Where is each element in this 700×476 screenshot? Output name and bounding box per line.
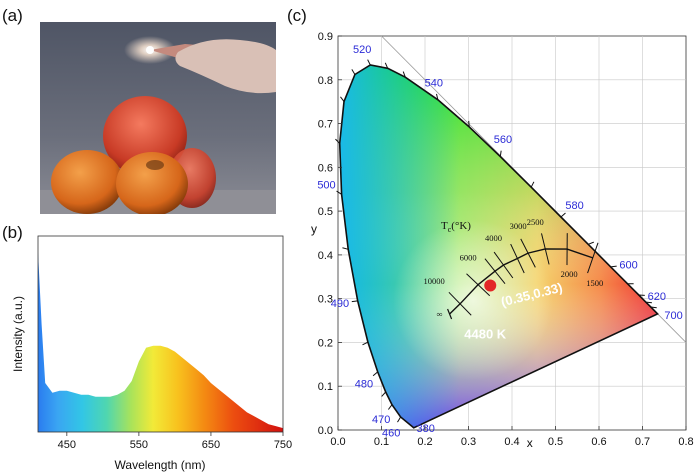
panel-b-label: (b) [2,223,23,242]
cie-point [484,279,497,292]
wavelength-label: 560 [494,134,512,146]
cie-point-cct-label: 4480 K [464,327,507,342]
spectrum-x-tick-label: 450 [58,439,76,451]
cie-y-axis-label: y [311,222,317,236]
wavelength-label: 480 [355,378,373,390]
photo-fruit-illumination [40,22,276,214]
wavelength-label: 520 [353,44,371,56]
tc-symbol: T [441,220,448,232]
cie-y-tick-label: 0.1 [318,381,333,393]
spectrum-x-axis-label: Wavelength (nm) [115,458,206,472]
cie-x-tick-label: 0.3 [461,436,476,448]
cie-x-tick-label: 0.0 [330,436,345,448]
cie-y-tick-label: 0.8 [318,75,333,87]
spectrum-x-tick-label: 650 [202,439,220,451]
cct-label: 1500 [586,278,603,288]
cie-y-tick-label: 0.3 [318,294,333,306]
cie-x-tick-label: 0.6 [591,436,606,448]
wavelength-label: 380 [417,423,435,435]
panel-a-label: (a) [2,6,23,25]
orange-center [116,152,188,214]
cie-gamut [338,64,659,429]
cie-x-tick-label: 0.7 [635,436,650,448]
cie-y-tick-label: 0.5 [318,206,333,218]
cie-y-tick-label: 0.4 [318,250,333,262]
cct-label: ∞ [437,309,443,319]
planckian-locus [447,233,599,320]
cie-y-tick-label: 0.6 [318,162,333,174]
cie-x-axis-label: x [527,436,533,450]
wavelength-label: 580 [565,200,583,212]
tc-unit: (°K) [451,220,471,232]
cie-x-tick-label: 0.1 [374,436,389,448]
cct-label: 4000 [485,233,502,243]
wavelength-label: 620 [648,291,666,303]
cie-y-tick-label: 0.9 [318,31,333,43]
cie-x-tick-label: 0.2 [417,436,432,448]
tc-subscript: c [448,225,452,234]
cct-label: 3000 [510,221,527,231]
cct-label: 6000 [460,253,477,263]
cie-x-tick-label: 0.8 [678,436,693,448]
cie-y-tick-label: 0.7 [318,119,333,131]
wavelength-label: 600 [619,259,637,271]
wavelength-label: 500 [317,180,335,192]
cie-x-tick-label: 0.5 [548,436,563,448]
cie-locus-ticks [335,59,657,423]
orange-left [51,150,123,214]
panel-c-label: (c) [287,6,307,25]
wavelength-label: 470 [372,414,390,426]
cie-y-tick-label: 0.0 [318,425,333,437]
spectrum-x-tick-label: 550 [130,439,148,451]
spectrum-area [38,251,283,432]
cct-label: 2500 [527,217,544,227]
wavelength-label: 540 [425,77,443,89]
cie-x-tick-label: 0.4 [504,436,519,448]
wavelength-label: 490 [331,298,349,310]
cie-y-tick-label: 0.2 [318,337,333,349]
wavelength-label: 700 [664,310,682,322]
spectrum-plot [37,235,284,433]
wavelength-label: 460 [382,427,400,439]
cct-label: 2000 [561,269,578,279]
cct-label: 10000 [423,276,444,286]
spectrum-x-tick-label: 750 [274,439,292,451]
tc-label: Tc(°K) [441,220,471,234]
spectrum-y-axis-label: Intensity (a.u.) [11,296,25,372]
